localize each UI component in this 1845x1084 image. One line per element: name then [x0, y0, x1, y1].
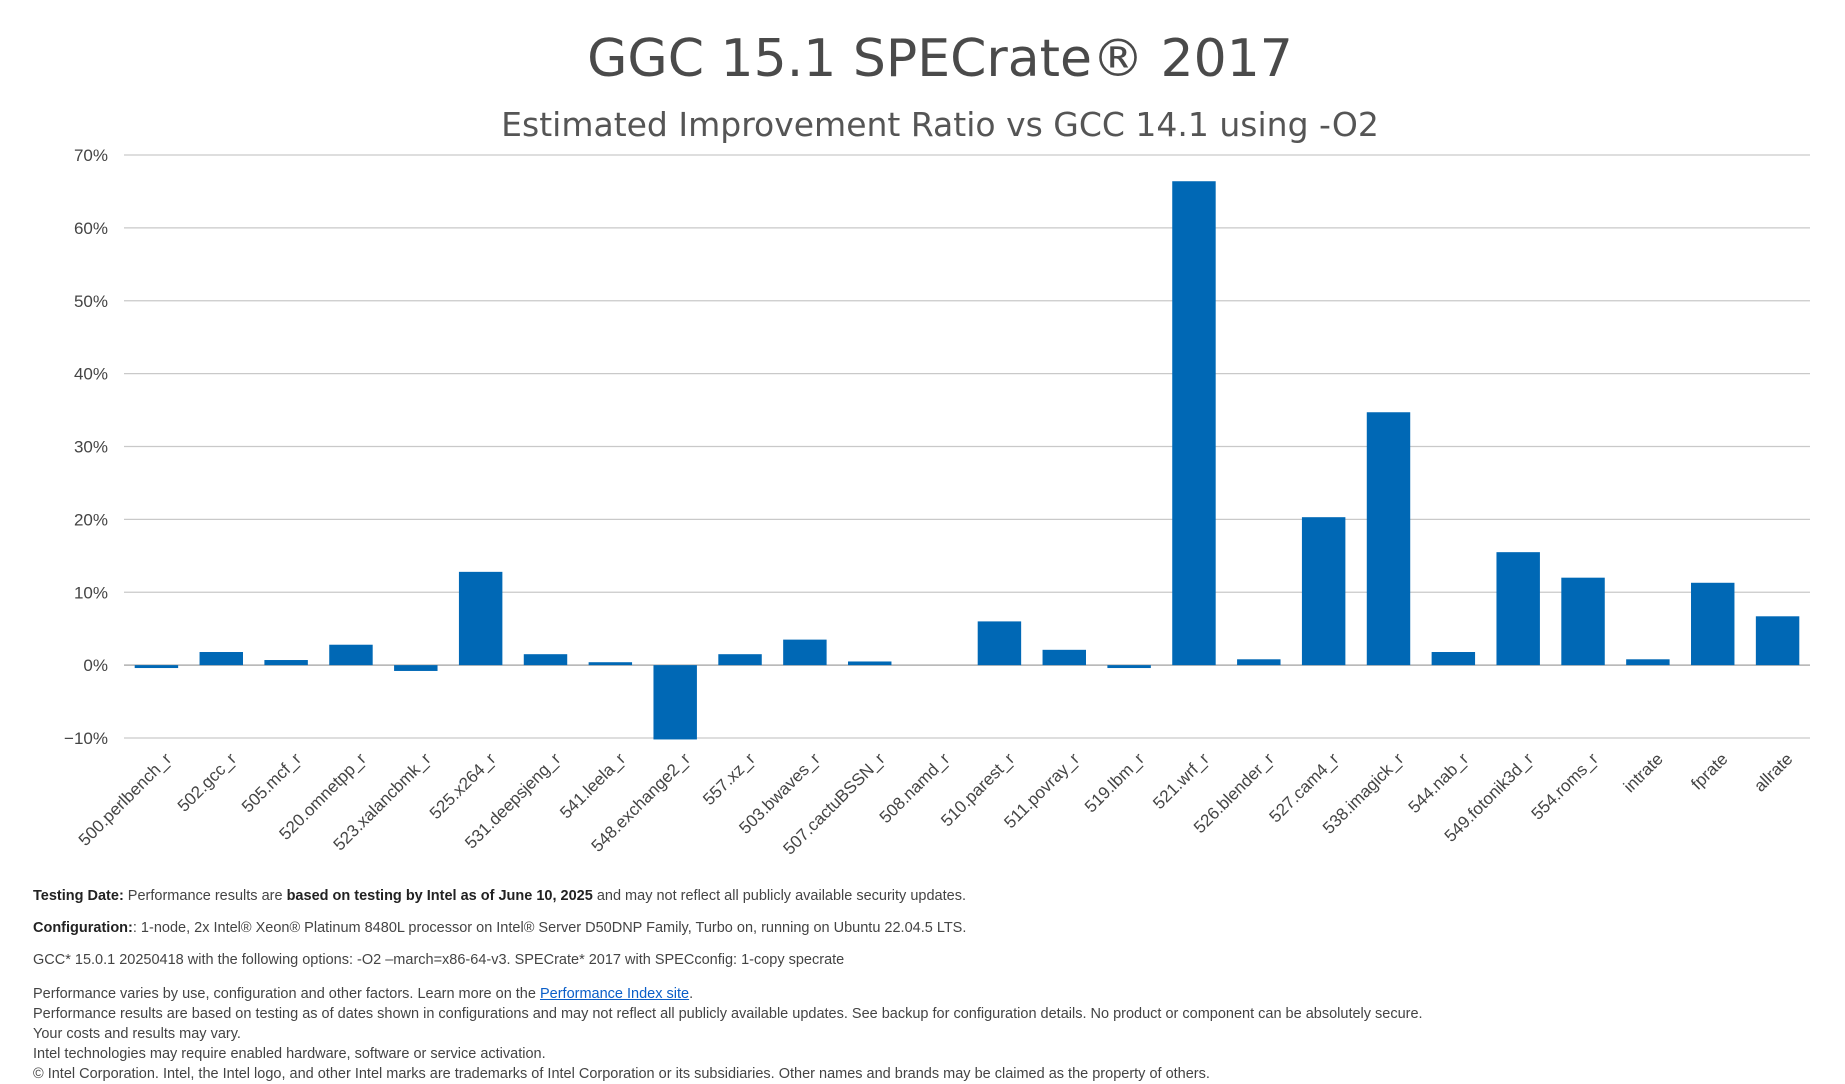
chart-title: GGC 15.1 SPECrate® 2017: [587, 29, 1293, 89]
gridlines: [124, 154, 1810, 739]
bar-chart: GGC 15.1 SPECrate® 2017 Estimated Improv…: [64, 29, 1810, 858]
bar: [1431, 652, 1476, 666]
bar: [199, 652, 243, 666]
x-axis-ticks: 500.perlbench_r502.gcc_r505.mcf_r520.omn…: [75, 749, 1796, 858]
perf-varies-end: .: [689, 986, 694, 1002]
bar: [1042, 649, 1086, 666]
testing-date-post: and may not reflect all publicly availab…: [592, 888, 966, 904]
bar: [1301, 517, 1346, 666]
performance-index-link[interactable]: Performance Index site: [539, 986, 690, 1002]
bar: [1626, 659, 1670, 666]
configuration-label: Configuration:: [33, 920, 133, 936]
disclaimer-line-1: Performance results are based on testing…: [33, 1006, 1423, 1022]
y-tick-label: 10%: [74, 583, 108, 602]
bar: [1691, 582, 1735, 666]
bar: [523, 654, 568, 666]
gcc-options-note: GCC* 15.0.1 20250418 with the following …: [33, 950, 1813, 970]
bar: [848, 661, 892, 666]
testing-date-label: Testing Date:: [33, 888, 124, 904]
y-tick-label: 50%: [74, 292, 108, 311]
y-tick-label: 70%: [74, 146, 108, 165]
bar: [1496, 552, 1540, 666]
x-tick-label: 500.perlbench_r: [75, 749, 176, 850]
gcc-options-text: GCC* 15.0.1 20250418 with the following …: [33, 952, 845, 968]
testing-date-note: Testing Date: Performance results are ba…: [33, 886, 1813, 906]
bar: [458, 571, 503, 666]
x-tick-label: 502.gcc_r: [174, 749, 240, 815]
bar: [1366, 412, 1411, 666]
x-tick-label: 557.xz_r: [699, 749, 759, 809]
x-tick-label: 521.wrf_r: [1149, 749, 1213, 813]
bar: [1237, 659, 1281, 666]
bar: [1172, 181, 1216, 666]
x-tick-label: 544.nab_r: [1405, 749, 1473, 817]
perf-varies-line: Performance varies by use, configuration…: [33, 984, 1813, 1004]
chart-subtitle: Estimated Improvement Ratio vs GCC 14.1 …: [501, 105, 1379, 144]
testing-date-bold: based on testing by Intel as of June 10,…: [286, 888, 593, 904]
legal-notices: Performance varies by use, configuration…: [33, 984, 1813, 1084]
bar: [329, 644, 373, 666]
x-tick-label: 554.roms_r: [1528, 749, 1602, 823]
bars: [134, 181, 1800, 740]
y-tick-label: 20%: [74, 510, 108, 529]
y-tick-label: −10%: [64, 729, 108, 748]
x-tick-label: 505.mcf_r: [238, 749, 305, 816]
disclaimer-line-3: Intel technologies may require enabled h…: [33, 1046, 546, 1062]
disclaimer-line-2: Your costs and results may vary.: [33, 1026, 241, 1042]
bar: [588, 662, 633, 666]
x-tick-label: fprate: [1687, 749, 1731, 793]
y-tick-label: 30%: [74, 438, 108, 457]
y-tick-label: 60%: [74, 219, 108, 238]
y-axis-ticks: −10% 0% 10% 20% 30% 40% 50% 60% 70%: [64, 146, 108, 748]
configuration-note: Configuration:: 1-node, 2x Intel® Xeon® …: [33, 918, 1813, 938]
y-tick-label: 0%: [83, 656, 108, 675]
bar: [264, 660, 308, 666]
bar: [1755, 616, 1800, 666]
bar: [1107, 665, 1151, 669]
bar: [718, 654, 762, 666]
perf-varies-text: Performance varies by use, configuration…: [33, 986, 540, 1002]
bar: [134, 665, 179, 669]
disclaimer-line-4: © Intel Corporation. Intel, the Intel lo…: [33, 1066, 1210, 1082]
x-tick-label: allrate: [1750, 749, 1796, 795]
configuration-text: : 1-node, 2x Intel® Xeon® Platinum 8480L…: [132, 920, 967, 936]
testing-date-pre: Performance results are: [123, 888, 287, 904]
bar: [783, 639, 827, 666]
bar: [394, 665, 438, 671]
x-tick-label: 519.lbm_r: [1081, 749, 1148, 816]
x-tick-label: intrate: [1620, 749, 1667, 796]
y-tick-label: 40%: [74, 365, 108, 384]
bar: [977, 621, 1022, 666]
bar: [653, 665, 697, 740]
bar: [1561, 577, 1605, 666]
